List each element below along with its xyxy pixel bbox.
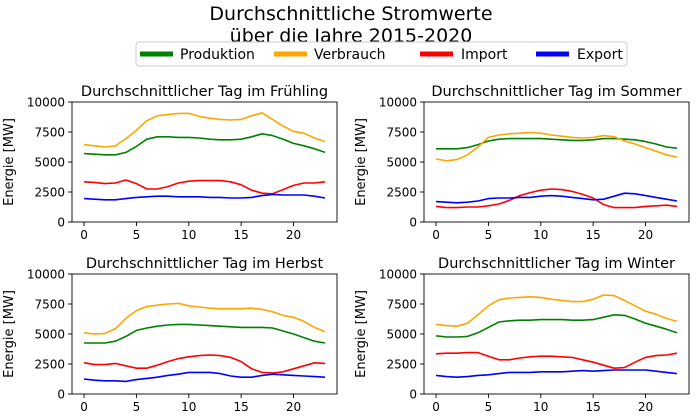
chart-panel-fruehling: Durchschnittlicher Tag im Frühling 0 5 10 15… [2,84,338,242]
series-line-verbrauch-fruehling [83,112,326,148]
legend-label-import: Import [461,47,508,63]
y-tick-label: 10000 [27,96,65,110]
y-tick-label: 10000 [379,96,417,110]
y-axis-label-winter: Energie [MW] [354,290,369,378]
series-line-produktion-winter [435,313,678,338]
chart-title-sommer: Durchschnittlicher Tag im Sommer [431,84,681,100]
series-line-export-winter [435,369,678,379]
y-axis-label-sommer: Energie [MW] [354,118,369,206]
x-tick-label: 0 [80,228,88,242]
series-line-produktion-fruehling [84,133,326,156]
y-tick-label: 5000 [34,328,65,342]
series-line-import-herbst [83,354,325,374]
series-line-produktion-sommer [436,137,678,150]
x-tick-label: 5 [485,228,493,242]
x-tick-label: 5 [133,228,141,242]
x-tick-label: 10 [181,400,196,414]
y-tick-label: 0 [409,216,417,230]
legend-frame [135,41,628,67]
x-tick-label: 10 [181,228,196,242]
series-line-export-fruehling [84,193,326,201]
chart-panel-herbst: Durchschnittlicher Tag im Herbst 0 5 10 15 20… [2,256,338,414]
series-line-import-sommer [435,188,678,209]
series-line-verbrauch-herbst [83,302,326,335]
x-tick-label: 15 [234,228,249,242]
y-axis-label-fruehling: Energie [MW] [2,118,17,206]
legend-label-export: Export [577,47,623,63]
y-tick-label: 7500 [34,298,65,312]
y-tick-label: 7500 [386,126,417,140]
y-tick-label: 7500 [386,298,417,312]
x-tick-label: 0 [432,400,440,414]
y-tick-label: 7500 [34,126,65,140]
chart-title-fruehling: Durchschnittlicher Tag im Frühling [81,84,328,100]
x-tick-label: 15 [234,400,249,414]
y-tick-label: 10000 [27,268,65,282]
legend-label-verbrauch: Verbrauch [314,47,386,63]
chart-panel-sommer: Durchschnittlicher Tag im Sommer 0 5 10 15 20… [354,84,690,242]
x-tick-label: 10 [533,228,548,242]
y-tick-label: 10000 [379,268,417,282]
series-line-verbrauch-sommer [435,131,678,162]
series-line-export-sommer [436,192,678,204]
x-tick-label: 5 [133,400,141,414]
series-line-verbrauch-winter [435,294,678,328]
y-tick-label: 2500 [386,358,417,372]
y-tick-label: 2500 [386,186,417,200]
y-tick-label: 5000 [386,328,417,342]
series-line-import-fruehling [84,179,326,195]
y-tick-label: 0 [409,388,417,402]
series-line-import-winter [436,351,678,370]
y-axis-label-herbst: Energie [MW] [2,290,17,378]
legend-label-produktion: Produktion [180,47,255,63]
x-tick-label: 5 [485,400,493,414]
y-tick-label: 0 [57,388,65,402]
x-tick-label: 0 [80,400,88,414]
x-tick-label: 15 [586,228,601,242]
x-tick-label: 20 [638,228,653,242]
x-tick-label: 10 [533,400,548,414]
y-tick-label: 2500 [34,186,65,200]
y-tick-label: 2500 [34,358,65,372]
y-tick-label: 0 [57,216,65,230]
x-tick-label: 20 [286,400,301,414]
chart-panel-winter: Durchschnittlicher Tag im Winter 0 5 10 15 20… [354,256,690,414]
x-tick-label: 15 [586,400,601,414]
series-line-export-herbst [83,371,325,383]
series-line-produktion-herbst [84,323,326,344]
x-tick-label: 20 [286,228,301,242]
y-tick-label: 5000 [34,156,65,170]
x-tick-label: 20 [638,400,653,414]
figure-title-line1: Durchschnittliche Stromwerte [209,3,492,25]
x-tick-label: 0 [432,228,440,242]
legend: Produktion Verbrauch Import Export [135,41,628,67]
chart-title-winter: Durchschnittlicher Tag im Winter [438,256,675,272]
y-tick-label: 5000 [386,156,417,170]
chart-title-herbst: Durchschnittlicher Tag im Herbst [86,256,324,272]
